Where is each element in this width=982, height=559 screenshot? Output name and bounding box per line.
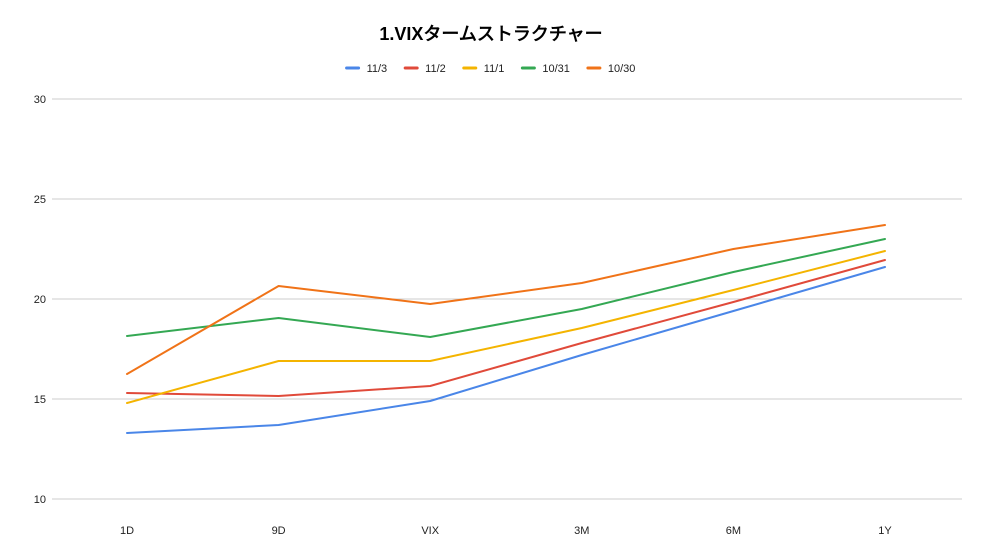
y-tick-label: 10: [34, 494, 46, 506]
x-tick-label: 6M: [726, 525, 741, 537]
series-line-10-30: [126, 224, 886, 375]
x-tick-label: 1Y: [878, 525, 892, 537]
y-gridlines: [52, 98, 962, 500]
legend-label: 11/1: [484, 63, 505, 75]
x-tick-label: 1D: [120, 525, 134, 537]
chart-title: 1.VIXタームストラクチャー: [379, 24, 602, 44]
series-lines: [126, 224, 886, 434]
x-tick-label: 9D: [272, 525, 286, 537]
y-tick-label: 20: [34, 294, 46, 306]
legend-item: 10/30: [586, 63, 636, 75]
legend-item: 11/3: [345, 63, 388, 75]
chart-legend: 11/3 11/2 11/1 10/31 10/30: [345, 63, 636, 75]
y-axis-ticks: 10 15 20 25 30: [34, 94, 46, 506]
y-tick-label: 30: [34, 94, 46, 106]
series-line-11-1: [126, 250, 886, 404]
legend-item: 11/2: [403, 63, 446, 75]
legend-item: 11/1: [462, 63, 505, 75]
x-tick-label: VIX: [421, 525, 439, 537]
legend-label: 11/3: [367, 63, 388, 75]
legend-label: 11/2: [425, 63, 446, 75]
y-tick-label: 15: [34, 394, 46, 406]
x-tick-label: 3M: [574, 525, 589, 537]
series-line-10-31: [126, 238, 886, 338]
legend-label: 10/31: [542, 63, 570, 75]
legend-label: 10/30: [608, 63, 636, 75]
legend-item: 10/31: [520, 63, 570, 75]
series-line-11-3: [126, 266, 886, 434]
series-line-11-2: [126, 259, 886, 397]
x-axis-ticks: 1D 9D VIX 3M 6M 1Y: [120, 525, 892, 537]
y-tick-label: 25: [34, 194, 46, 206]
